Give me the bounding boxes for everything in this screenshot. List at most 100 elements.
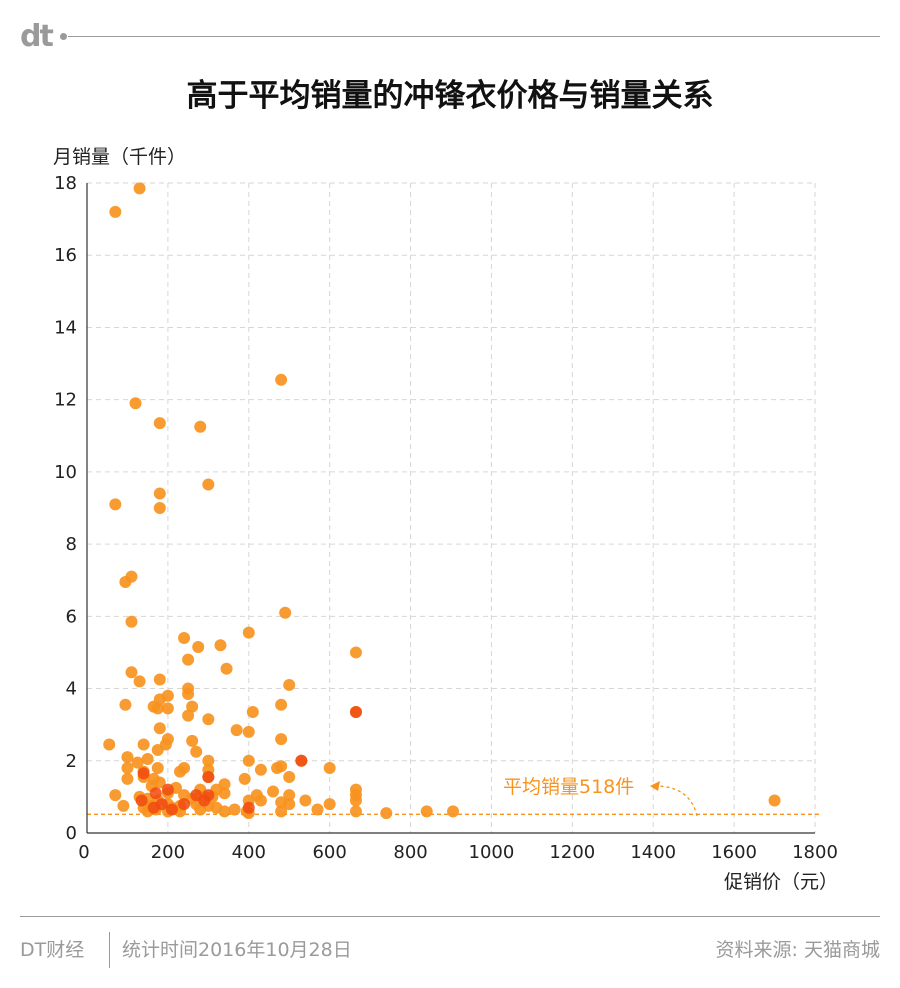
overlap-point: [147, 801, 160, 814]
data-point: [121, 772, 134, 785]
overlap-point: [295, 754, 308, 767]
x-tick-label: 600: [312, 842, 346, 863]
data-point: [109, 789, 122, 802]
overlap-point: [242, 801, 255, 814]
data-point: [275, 760, 288, 773]
data-point: [194, 420, 207, 433]
y-axis-title: 月销量（千件）: [53, 146, 186, 168]
overlap-point: [165, 803, 178, 816]
data-point: [311, 803, 324, 816]
y-tick-label: 12: [54, 390, 77, 411]
brand-bar: dt: [20, 22, 882, 52]
data-point: [218, 778, 231, 791]
y-tick-label: 8: [66, 534, 77, 555]
data-point: [153, 417, 166, 430]
data-point: [182, 653, 195, 666]
data-point: [242, 626, 255, 639]
overlap-point: [135, 794, 148, 807]
y-tick-label: 6: [66, 606, 77, 627]
x-tick-label: 1400: [630, 842, 676, 863]
x-tick-label: 0: [78, 842, 89, 863]
axis-labels: 0 200 400 600 800 1000 1200 1400 1600 1800 0 2 4 6 8 10…: [53, 146, 838, 893]
x-axis-title: 促销价（元）: [724, 871, 838, 893]
data-point: [283, 771, 296, 784]
overlap-point: [349, 706, 362, 719]
data-point: [186, 700, 199, 713]
average-label-arrowhead: [650, 781, 660, 791]
data-point: [323, 762, 336, 774]
data-point: [420, 805, 433, 818]
x-tick-label: 200: [151, 842, 185, 863]
data-point: [186, 734, 199, 747]
data-point: [141, 752, 154, 765]
chart-title: 高于平均销量的冲锋衣价格与销量关系: [186, 78, 714, 114]
data-point: [254, 763, 267, 776]
data-point: [109, 498, 122, 511]
data-point: [178, 762, 191, 774]
data-point: [109, 205, 122, 218]
data-point: [153, 722, 166, 735]
data-point: [323, 798, 336, 811]
data-point: [242, 754, 255, 767]
overlap-point: [202, 771, 215, 784]
data-point: [178, 632, 191, 644]
data-point: [220, 662, 233, 675]
data-point: [119, 698, 132, 711]
data-point: [182, 687, 195, 700]
data-point: [194, 803, 207, 816]
data-point: [125, 666, 138, 679]
y-tick-label: 10: [54, 462, 77, 483]
grid-lines: [87, 182, 816, 833]
data-point: [161, 702, 174, 715]
data-point: [131, 756, 144, 769]
data-point: [275, 733, 288, 746]
data-points: [103, 182, 781, 820]
x-tick-label: 1200: [549, 842, 595, 863]
data-point: [133, 182, 146, 195]
data-point: [153, 673, 166, 686]
average-label-leader: [654, 785, 698, 817]
axes: [86, 183, 815, 834]
data-point: [103, 738, 116, 751]
data-point: [133, 675, 146, 688]
y-tick-label: 14: [54, 317, 77, 338]
data-point: [299, 794, 312, 807]
data-point: [218, 805, 231, 818]
data-point: [242, 725, 255, 738]
data-point: [182, 709, 195, 722]
data-point: [447, 805, 460, 818]
x-tick-label: 1000: [469, 842, 515, 863]
data-point: [275, 805, 288, 818]
data-point: [214, 639, 227, 652]
data-point: [349, 794, 362, 807]
data-point: [230, 724, 243, 737]
overlap-point: [161, 783, 174, 796]
data-point: [129, 397, 142, 410]
data-point: [275, 698, 288, 711]
data-point: [380, 807, 393, 820]
data-point: [768, 794, 781, 807]
data-point: [283, 798, 296, 811]
data-point: [161, 733, 174, 746]
data-point: [190, 745, 203, 758]
footer-separator: [109, 932, 110, 968]
y-tick-label: 16: [54, 245, 77, 266]
data-point: [283, 789, 296, 802]
data-point: [202, 754, 215, 767]
x-tick-label: 800: [393, 842, 427, 863]
data-point: [153, 487, 166, 500]
data-point: [151, 762, 164, 774]
overlap-point: [178, 798, 191, 811]
dt-logo: dt: [20, 19, 54, 54]
header-divider: [68, 36, 880, 37]
data-point: [254, 794, 267, 807]
x-tick-label: 400: [232, 842, 266, 863]
data-point: [238, 772, 251, 785]
logo-dot: [60, 33, 67, 40]
data-point: [349, 805, 362, 818]
x-tick-label: 1800: [792, 842, 838, 863]
data-point: [267, 785, 280, 798]
data-point: [151, 743, 164, 756]
data-point: [228, 803, 241, 816]
data-point: [202, 713, 215, 726]
